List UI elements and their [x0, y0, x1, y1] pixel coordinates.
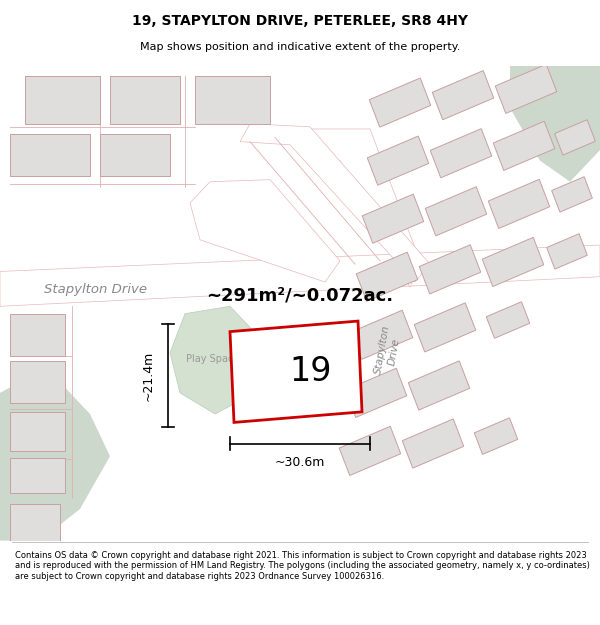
Polygon shape: [474, 418, 518, 454]
Text: ~21.4m: ~21.4m: [142, 350, 155, 401]
Polygon shape: [547, 234, 587, 269]
Text: Stapylton
Drive: Stapylton Drive: [373, 324, 403, 377]
Polygon shape: [10, 361, 65, 403]
Polygon shape: [110, 76, 180, 124]
Polygon shape: [419, 245, 481, 294]
Polygon shape: [195, 76, 270, 124]
Polygon shape: [10, 458, 65, 493]
Polygon shape: [0, 245, 600, 306]
Text: Stapylton Drive: Stapylton Drive: [44, 283, 146, 296]
Polygon shape: [240, 124, 430, 282]
Polygon shape: [408, 361, 470, 410]
Polygon shape: [351, 310, 413, 359]
Polygon shape: [10, 314, 65, 356]
Polygon shape: [425, 187, 487, 236]
Text: 19: 19: [290, 355, 332, 388]
Polygon shape: [300, 129, 420, 288]
Polygon shape: [339, 426, 401, 476]
Polygon shape: [10, 134, 90, 176]
Polygon shape: [10, 504, 60, 541]
Text: Play Space: Play Space: [187, 354, 239, 364]
Text: ~291m²/~0.072ac.: ~291m²/~0.072ac.: [206, 287, 394, 305]
Polygon shape: [482, 238, 544, 286]
Polygon shape: [100, 134, 170, 176]
Polygon shape: [495, 64, 557, 113]
Polygon shape: [369, 78, 431, 127]
Text: 19, STAPYLTON DRIVE, PETERLEE, SR8 4HY: 19, STAPYLTON DRIVE, PETERLEE, SR8 4HY: [132, 14, 468, 28]
Polygon shape: [414, 303, 476, 352]
Polygon shape: [230, 321, 362, 422]
Polygon shape: [362, 194, 424, 243]
Polygon shape: [0, 377, 110, 541]
Polygon shape: [486, 302, 530, 338]
Polygon shape: [402, 419, 464, 468]
Polygon shape: [190, 179, 340, 282]
Text: ~30.6m: ~30.6m: [275, 456, 325, 469]
Polygon shape: [367, 136, 429, 185]
Polygon shape: [432, 71, 494, 120]
Polygon shape: [551, 177, 592, 212]
Text: Contains OS data © Crown copyright and database right 2021. This information is : Contains OS data © Crown copyright and d…: [15, 551, 590, 581]
Polygon shape: [510, 66, 600, 182]
Polygon shape: [488, 179, 550, 229]
Polygon shape: [345, 368, 407, 418]
Polygon shape: [10, 412, 65, 451]
Polygon shape: [25, 76, 100, 124]
Polygon shape: [493, 121, 555, 171]
Polygon shape: [430, 129, 492, 178]
Polygon shape: [170, 306, 260, 414]
Polygon shape: [554, 120, 595, 155]
Polygon shape: [356, 252, 418, 301]
Text: Map shows position and indicative extent of the property.: Map shows position and indicative extent…: [140, 42, 460, 52]
